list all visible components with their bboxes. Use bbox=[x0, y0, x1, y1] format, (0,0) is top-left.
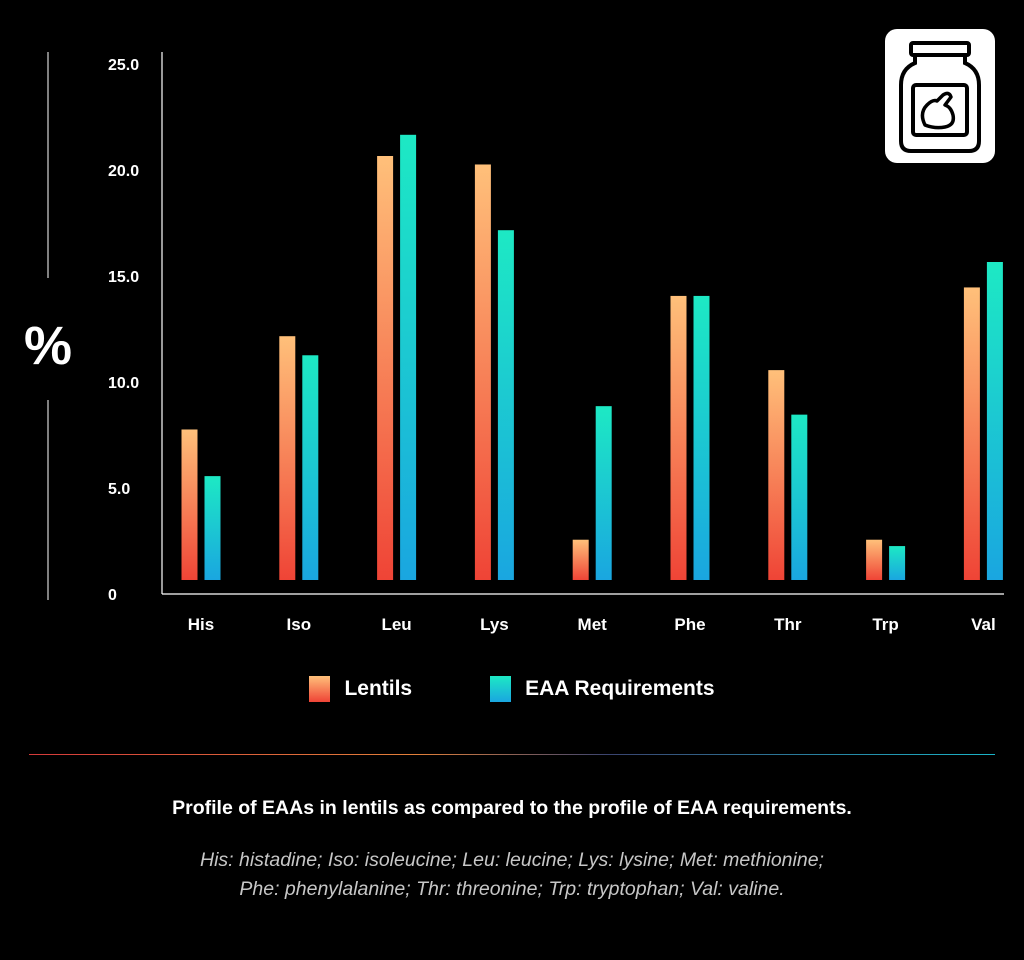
x-tick-label: Val bbox=[971, 615, 996, 634]
y-tick-label: 15.0 bbox=[108, 269, 139, 286]
bar-eaa-requirements-leu bbox=[400, 134, 417, 581]
chart-legend: Lentils EAA Requirements bbox=[0, 676, 1024, 702]
bar-lentils-iso bbox=[279, 336, 296, 580]
bar-eaa-requirements-val bbox=[986, 262, 1003, 580]
y-tick-label: 0 bbox=[108, 587, 117, 604]
x-tick-label: Leu bbox=[381, 615, 411, 634]
bar-eaa-requirements-met bbox=[595, 406, 612, 580]
y-tick-label: 25.0 bbox=[108, 57, 139, 74]
bar-eaa-requirements-thr bbox=[791, 414, 808, 580]
legend-item-eaa: EAA Requirements bbox=[490, 676, 715, 702]
legend-swatch-lentils bbox=[309, 676, 331, 702]
abbreviations-line-2: Phe: phenylalanine; Thr: threonine; Trp:… bbox=[239, 878, 785, 900]
legend-swatch-eaa bbox=[490, 676, 512, 702]
x-tick-label: Trp bbox=[872, 615, 898, 634]
y-tick-label: 5.0 bbox=[108, 481, 130, 498]
x-tick-label: Met bbox=[578, 615, 608, 634]
legend-label-eaa: EAA Requirements bbox=[525, 677, 715, 700]
bar-lentils-val bbox=[963, 287, 980, 580]
bar-lentils-thr bbox=[768, 370, 785, 580]
y-tick-label: 20.0 bbox=[108, 163, 139, 180]
bar-lentils-leu bbox=[377, 156, 394, 580]
divider-line bbox=[29, 754, 995, 755]
protein-jar-icon bbox=[885, 29, 995, 163]
x-tick-label: Iso bbox=[287, 615, 312, 634]
abbreviations-note: His: histadine; Iso: isoleucine; Leu: le… bbox=[0, 846, 1024, 904]
legend-label-lentils: Lentils bbox=[344, 677, 413, 700]
x-tick-label: Lys bbox=[480, 615, 509, 634]
bar-eaa-requirements-phe bbox=[693, 295, 710, 580]
bar-chart: % 0 5.0 10.0 15.0 20.0 25.0 His Iso Leu Lys Met Ph… bbox=[24, 52, 1004, 634]
figure-caption: Profile of EAAs in lentils as compared t… bbox=[172, 797, 852, 819]
bar-eaa-requirements-trp bbox=[889, 546, 906, 580]
bar-eaa-requirements-his bbox=[204, 476, 221, 580]
bar-lentils-met bbox=[572, 539, 589, 580]
bar-lentils-phe bbox=[670, 295, 687, 580]
x-tick-label: Thr bbox=[774, 615, 802, 634]
y-axis-label: % bbox=[24, 316, 72, 376]
bar-lentils-lys bbox=[474, 164, 491, 581]
x-tick-label: Phe bbox=[674, 615, 705, 634]
bar-lentils-trp bbox=[866, 539, 883, 580]
bar-eaa-requirements-lys bbox=[497, 230, 514, 580]
bar-eaa-requirements-iso bbox=[302, 355, 319, 580]
legend-item-lentils: Lentils bbox=[309, 676, 412, 702]
bar-lentils-his bbox=[181, 429, 198, 580]
x-tick-label: His bbox=[188, 615, 214, 634]
y-tick-label: 10.0 bbox=[108, 375, 139, 392]
abbreviations-line-1: His: histadine; Iso: isoleucine; Leu: le… bbox=[200, 849, 824, 871]
